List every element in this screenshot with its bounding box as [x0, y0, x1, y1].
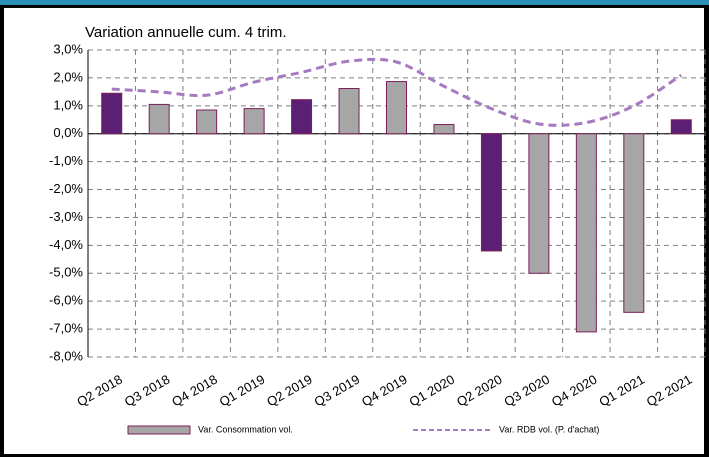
legend-label: Var. Consommation vol. [198, 424, 293, 434]
bar [101, 92, 123, 135]
bar [670, 119, 692, 135]
top-strip [0, 0, 709, 5]
legend-swatch [127, 425, 191, 435]
y-tick-label: -2,0% [49, 181, 83, 196]
bar [196, 109, 218, 135]
bar [291, 99, 313, 135]
bar [386, 81, 407, 135]
y-tick-label: 1,0% [53, 97, 83, 112]
line [111, 57, 683, 127]
y-tick-label: 2,0% [53, 69, 83, 84]
y-tick-label: -5,0% [49, 265, 83, 280]
y-tick-label: 3,0% [53, 41, 83, 56]
bar [433, 124, 455, 135]
y-tick-label: -7,0% [49, 321, 83, 336]
y-tick-label: -3,0% [49, 209, 83, 224]
y-tick-label: 0,0% [53, 125, 83, 140]
y-tick-label: -8,0% [49, 348, 83, 363]
bar [338, 88, 360, 135]
y-tick-label: -4,0% [49, 237, 83, 252]
bar [480, 133, 502, 252]
bar [575, 133, 597, 333]
bar [528, 133, 550, 274]
bar [148, 103, 170, 135]
y-tick-label: -6,0% [49, 293, 83, 308]
legend-label: Var. RDB vol. (P. d'achat) [499, 424, 599, 434]
bar [623, 133, 645, 313]
y-tick-label: -1,0% [49, 153, 83, 168]
chart-title: Variation annuelle cum. 4 trim. [85, 24, 286, 41]
bar [243, 108, 265, 135]
